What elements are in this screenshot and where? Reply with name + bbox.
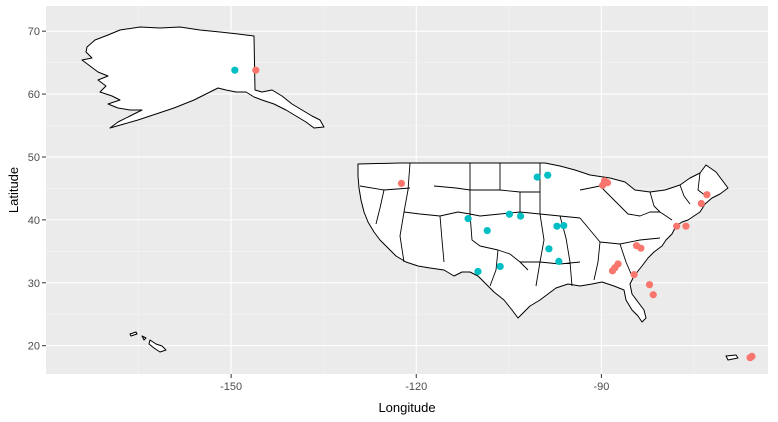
y-tick-label: 30 (28, 278, 40, 290)
basemap (81, 26, 739, 361)
data-point (555, 257, 563, 265)
data-point (533, 173, 541, 181)
data-point (496, 262, 504, 271)
hawaii-islands (129, 331, 167, 353)
data-point (673, 222, 681, 230)
data-point (703, 191, 711, 199)
state-borders (359, 162, 707, 287)
x-tick-label: -90 (593, 381, 609, 393)
data-point (231, 66, 239, 74)
data-point (483, 226, 491, 235)
x-tick-label: -150 (220, 381, 242, 393)
y-tick-label: 20 (28, 341, 40, 353)
data-point (516, 212, 525, 220)
x-axis-title: Longitude (378, 400, 435, 415)
data-point (630, 271, 638, 279)
alaska-outline (81, 26, 325, 129)
x-tick-label: -120 (405, 381, 427, 393)
y-tick-label: 40 (28, 215, 40, 227)
data-point (645, 281, 654, 289)
y-tick-label: 60 (28, 89, 40, 101)
data-point (608, 267, 617, 275)
data-point (544, 171, 552, 179)
data-point (553, 222, 561, 230)
data-point (748, 352, 756, 360)
y-axis-ticks: 20 30 40 50 60 70 (28, 26, 46, 353)
x-axis-ticks: -150 -120 -90 (220, 374, 609, 393)
data-point (697, 199, 705, 208)
data-point (464, 215, 472, 223)
contiguous-us-outline (357, 162, 729, 323)
data-point (474, 267, 482, 276)
data-point (602, 178, 610, 186)
data-point (397, 179, 406, 187)
data-point (682, 222, 690, 230)
y-tick-label: 70 (28, 26, 40, 38)
data-point (637, 244, 645, 252)
data-point (560, 221, 568, 230)
puerto-rico (725, 354, 739, 361)
observation-points (231, 66, 756, 362)
data-point (649, 291, 657, 299)
data-point (252, 66, 260, 74)
data-point (545, 245, 553, 253)
data-point (505, 210, 514, 218)
y-tick-label: 50 (28, 152, 40, 164)
y-axis-title: Latitude (6, 167, 21, 213)
